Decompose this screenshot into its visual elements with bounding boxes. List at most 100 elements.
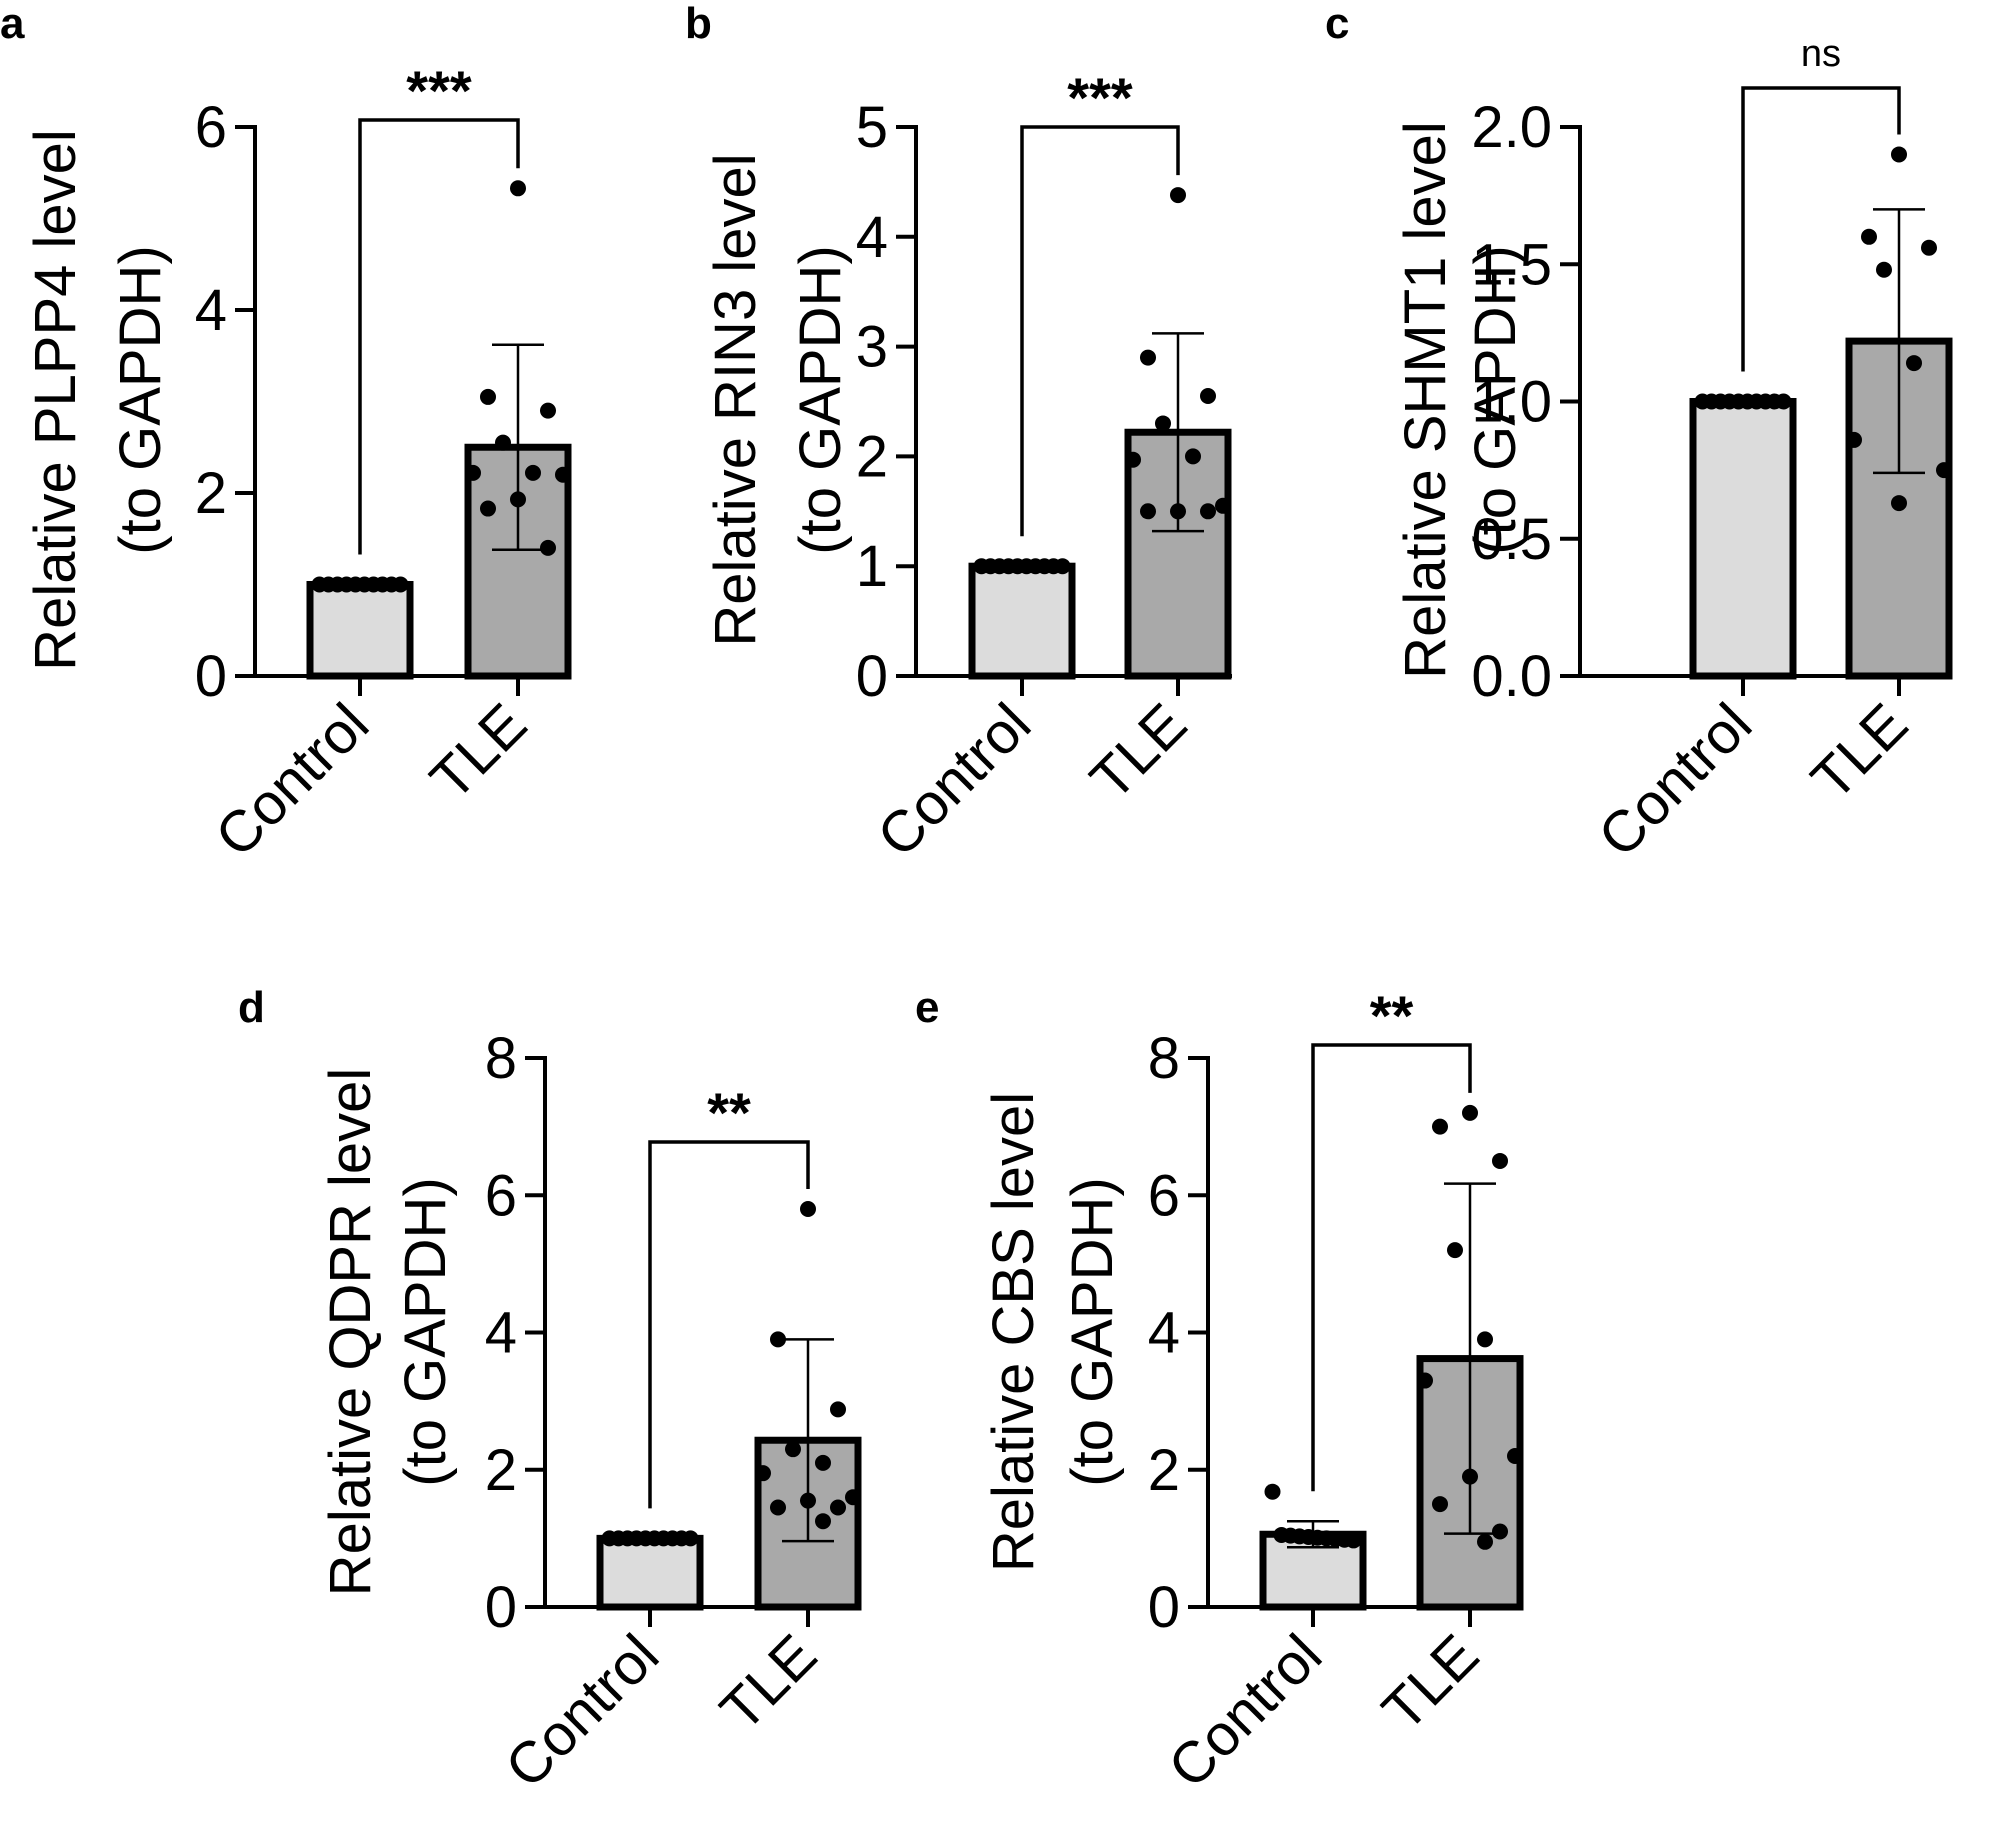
panel-c: c Relative SHMT1 level (to GAPDH) 0.0 0.5…	[1325, 0, 1953, 869]
y-tick-label: 2	[856, 424, 888, 489]
x-tick-label-control: Control	[203, 691, 381, 869]
data-point	[800, 1492, 816, 1509]
y-tick-label: 6	[1148, 1163, 1180, 1228]
data-point	[682, 1530, 699, 1547]
y-tick-label: 1.0	[1471, 370, 1552, 435]
bar-control	[596, 1534, 704, 1611]
x-tick-label-tle: TLE	[1370, 1622, 1491, 1743]
x-tick-label-tle: TLE	[708, 1622, 829, 1743]
data-point	[1921, 239, 1937, 256]
y-axis-title: Relative PLPP4 level	[23, 129, 88, 671]
significance-label: **	[707, 1081, 751, 1144]
x-tick-label-tle: TLE	[1799, 691, 1920, 812]
data-point	[1155, 415, 1171, 432]
y-axis-title: Relative SHMT1 level	[1393, 121, 1458, 679]
data-point	[1215, 497, 1231, 514]
y-tick-label: 3	[856, 315, 888, 380]
data-point	[495, 434, 511, 451]
significance-label: ***	[406, 59, 472, 122]
data-point	[1345, 1532, 1362, 1549]
y-tick-label: 0	[856, 644, 888, 709]
y-tick-label: 4	[1148, 1301, 1180, 1366]
y-axis-title: Relative CBS level	[981, 1092, 1046, 1572]
data-point	[555, 466, 571, 483]
significance-label: ***	[1067, 66, 1133, 129]
plot-area: 0.0 0.5 1.0 1.5 2.0 Control TLE ns	[1471, 33, 1953, 869]
data-point	[1477, 1331, 1493, 1348]
data-point	[510, 180, 526, 197]
data-point	[1054, 558, 1071, 575]
data-point	[1462, 1468, 1478, 1485]
data-point	[1891, 146, 1907, 163]
data-point	[1432, 1496, 1448, 1513]
data-point	[1906, 355, 1922, 372]
y-axis-title-sub: (to GAPDH)	[108, 245, 173, 554]
y-tick-label: 2	[195, 461, 227, 526]
significance-bracket	[1311, 1043, 1472, 1492]
x-tick-label-control: Control	[865, 691, 1043, 869]
x-tick-label-tle: TLE	[418, 691, 539, 812]
data-point	[465, 464, 481, 481]
data-point	[1447, 1242, 1463, 1259]
y-tick-label: 0	[195, 644, 227, 709]
y-axis-title-sub: (to GAPDH)	[1060, 1177, 1125, 1486]
y-axis-title: Relative RIN3 level	[703, 153, 768, 646]
plot-area: 0 2 4 6 8 Control TLE **	[1148, 984, 1524, 1800]
data-point	[1462, 1104, 1478, 1121]
significance-bracket	[1020, 125, 1180, 537]
significance-bracket	[358, 118, 520, 555]
significance-bracket	[1741, 86, 1901, 372]
bar-control	[306, 581, 414, 680]
data-point	[1492, 1523, 1508, 1540]
significance-bracket	[648, 1140, 810, 1509]
y-axis-title: Relative QDPR level	[318, 1068, 383, 1597]
y-tick-label: 2	[1148, 1438, 1180, 1503]
panel-a: a Relative PLPP4 level (to GAPDH) 0 2 4 6 Co…	[0, 0, 572, 869]
x-tick-label-control: Control	[1156, 1622, 1334, 1800]
data-point	[1140, 349, 1156, 366]
data-point	[815, 1513, 831, 1530]
y-axis-title-sub: (to GAPDH)	[788, 245, 853, 554]
data-point	[1432, 1118, 1448, 1135]
data-point	[1876, 261, 1892, 278]
y-tick-label: 0.5	[1471, 507, 1552, 572]
data-point	[1264, 1483, 1281, 1500]
y-tick-label: 6	[485, 1163, 517, 1228]
y-tick-label: 6	[195, 95, 227, 160]
panel-b: b Relative RIN3 level (to GAPDH) 0 1 2 3 4 5 C…	[685, 0, 1232, 869]
data-point	[830, 1401, 846, 1418]
bar-control	[968, 562, 1076, 680]
data-point	[480, 388, 496, 405]
data-point	[1185, 448, 1201, 465]
y-tick-label: 0	[485, 1575, 517, 1640]
data-point	[1417, 1372, 1433, 1389]
data-point	[1170, 503, 1186, 520]
y-tick-label: 1	[856, 534, 888, 599]
panel-label: b	[685, 0, 712, 48]
data-point	[1125, 451, 1141, 468]
data-point	[480, 500, 496, 517]
data-point	[1861, 228, 1877, 245]
data-point	[540, 539, 556, 556]
y-tick-label: 8	[1148, 1026, 1180, 1091]
data-point	[800, 1200, 816, 1217]
data-point	[1846, 431, 1862, 448]
plot-area: 0 2 4 6 8 Control TLE **	[485, 1026, 862, 1800]
panel-label: c	[1325, 0, 1349, 48]
data-point	[1492, 1152, 1508, 1169]
data-point	[755, 1465, 771, 1482]
y-tick-label: 4	[485, 1301, 517, 1366]
data-point	[770, 1331, 786, 1348]
data-point	[1507, 1448, 1523, 1465]
y-tick-label: 0.0	[1471, 644, 1552, 709]
data-point	[1170, 187, 1186, 204]
data-point	[1775, 393, 1792, 410]
y-tick-label: 2	[485, 1438, 517, 1503]
x-tick-label-tle: TLE	[1078, 691, 1199, 812]
panel-label: d	[238, 983, 265, 1032]
x-tick-label-control: Control	[1586, 691, 1764, 869]
data-point	[815, 1454, 831, 1471]
x-tick-label-control: Control	[493, 1622, 671, 1800]
panel-d: d Relative QDPR level (to GAPDH) 0 2 4 6 8 Co…	[238, 983, 862, 1800]
y-tick-label: 4	[856, 205, 888, 270]
